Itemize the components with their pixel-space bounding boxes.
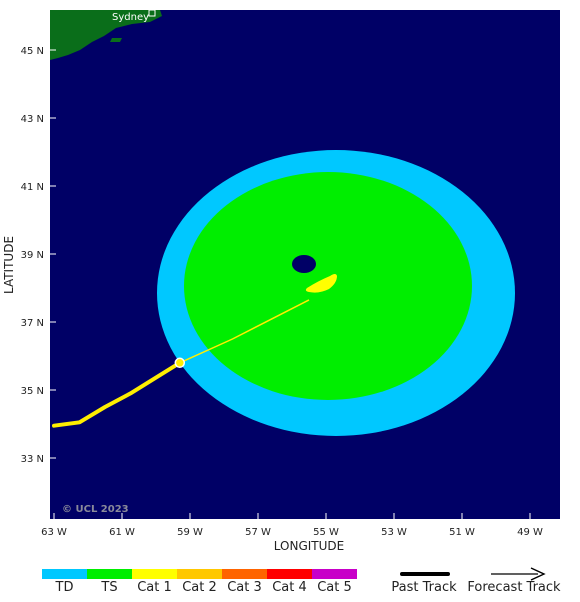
storm-center-marker xyxy=(174,357,186,369)
legend-swatch xyxy=(87,569,132,579)
city-marker xyxy=(148,9,156,17)
legend-swatch xyxy=(267,569,312,579)
x-tick-label: 61 W xyxy=(109,527,135,538)
x-tick-label: 63 W xyxy=(41,527,67,538)
y-tick-label: 43 N xyxy=(21,114,44,125)
city-label: Sydney xyxy=(112,12,149,23)
legend-label: Cat 5 xyxy=(317,580,352,595)
forecast-track-legend-label: Forecast Track xyxy=(467,580,561,595)
copyright-text: © UCL 2023 xyxy=(62,504,129,515)
land-mass xyxy=(50,10,162,60)
x-axis-title: LONGITUDE xyxy=(274,539,344,553)
legend-label: Cat 3 xyxy=(227,580,262,595)
legend-swatch xyxy=(42,569,87,579)
land-mass xyxy=(110,38,122,42)
cat1-wind-field xyxy=(305,274,337,293)
map-panel: Sydney © UCL 2023 63 W 61 W 59 W 57 W 55 W 53… xyxy=(2,9,560,553)
y-tick-label: 37 N xyxy=(21,318,44,329)
legend-track-keys: Past Track Forecast Track xyxy=(391,567,561,595)
x-tick-label: 59 W xyxy=(177,527,203,538)
legend-label: Cat 1 xyxy=(137,580,172,595)
legend-swatch xyxy=(312,569,357,579)
past-track-legend-label: Past Track xyxy=(391,580,457,595)
y-tick-label: 39 N xyxy=(21,250,44,261)
x-tick-label: 51 W xyxy=(449,527,475,538)
legend-label: Cat 2 xyxy=(182,580,217,595)
x-tick-label: 55 W xyxy=(313,527,339,538)
land-mass xyxy=(58,10,72,17)
legend-swatch xyxy=(132,569,177,579)
x-axis-ticks: 63 W 61 W 59 W 57 W 55 W 53 W 51 W 49 W xyxy=(41,513,543,538)
y-tick-label: 33 N xyxy=(21,454,44,465)
legend-colorbar: TD TS Cat 1 Cat 2 Cat 3 Cat 4 Cat 5 xyxy=(42,569,357,595)
forecast-track-line xyxy=(179,299,310,364)
storm-eye xyxy=(292,255,316,273)
x-tick-label: 49 W xyxy=(517,527,543,538)
y-tick-label: 35 N xyxy=(21,386,44,397)
x-tick-label: 57 W xyxy=(245,527,271,538)
legend-swatch xyxy=(177,569,222,579)
y-tick-label: 41 N xyxy=(21,182,44,193)
past-track-line xyxy=(52,360,182,428)
y-axis-ticks: 45 N 43 N 41 N 39 N 37 N 35 N 33 N xyxy=(21,46,56,465)
forecast-arrow-icon xyxy=(530,567,546,581)
legend-label: TS xyxy=(100,580,117,595)
y-tick-label: 45 N xyxy=(21,46,44,57)
legend-swatch xyxy=(222,569,267,579)
x-tick-label: 53 W xyxy=(381,527,407,538)
y-axis-title: LATITUDE xyxy=(2,236,16,294)
legend-label: Cat 4 xyxy=(272,580,307,595)
legend-label: TD xyxy=(55,580,74,595)
